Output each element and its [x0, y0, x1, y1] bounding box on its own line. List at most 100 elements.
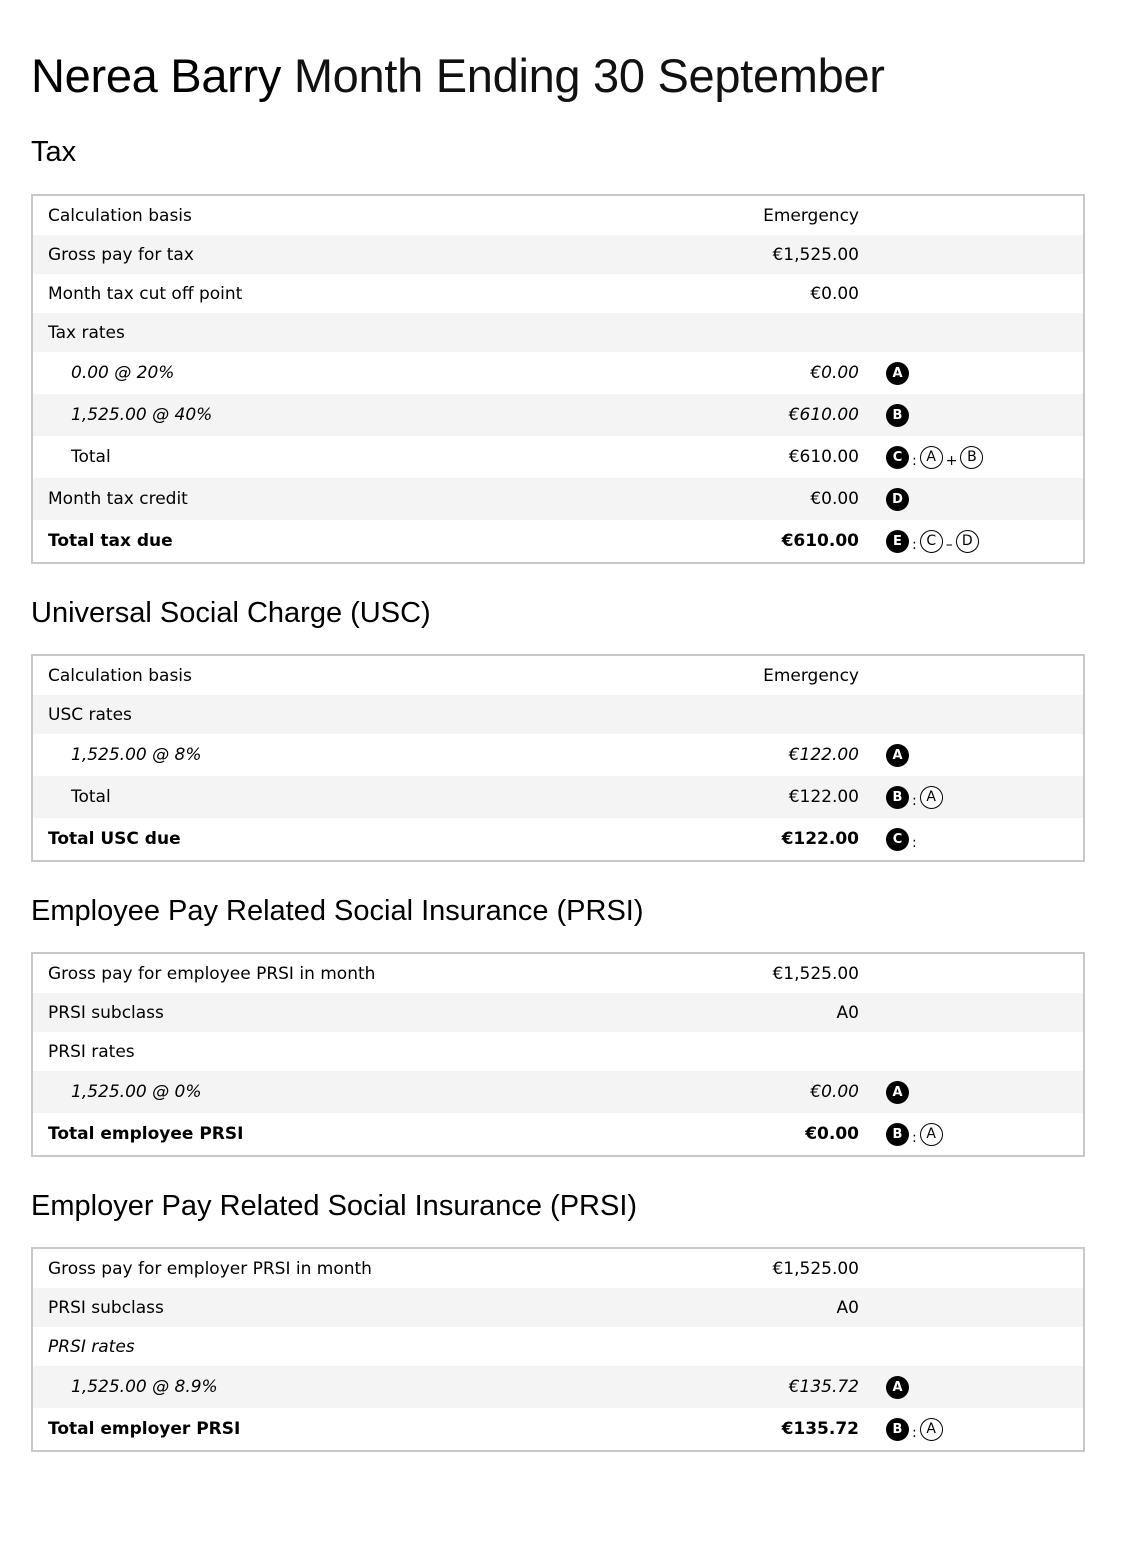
row-label: Total USC due [48, 829, 181, 849]
badge-a-icon: A [886, 1375, 909, 1399]
row-label: PRSI subclass [48, 1297, 164, 1318]
section-title-tax: Tax [31, 136, 77, 168]
employer-prsi-section: Employer Pay Related Social Insurance (P… [31, 1187, 1085, 1452]
row-value: €122.00 [781, 829, 859, 849]
separator: : [912, 537, 917, 553]
employer-prsi-table: Gross pay for employer PRSI in month €1,… [31, 1247, 1085, 1452]
badge-b-icon: B [886, 1417, 909, 1441]
section-title-employee-prsi: Employee Pay Related Social Insurance (P… [31, 895, 644, 927]
tax-section: Tax Calculation basis Emergency Gross pa… [31, 133, 1085, 564]
operator: – [945, 537, 953, 553]
row-value: €610.00 [781, 531, 859, 551]
ref-a-icon: A [919, 445, 943, 469]
row-label: Total employee PRSI [48, 1124, 244, 1144]
row-label: 1,525.00 @ 40% [71, 405, 213, 425]
ref-d-icon: D [955, 529, 979, 553]
badge-b-icon: B [886, 785, 909, 809]
badge-c-icon: C [886, 445, 909, 469]
employee-prsi-section: Employee Pay Related Social Insurance (P… [31, 892, 1085, 1157]
period-label: Month Ending 30 September [293, 49, 885, 102]
tax-table: Calculation basis Emergency Gross pay fo… [31, 194, 1085, 564]
row-marks: C : A + B [886, 445, 984, 469]
row-label: 0.00 @ 20% [71, 363, 175, 383]
row-value: €1,525.00 [772, 244, 859, 265]
row-label: Calculation basis [48, 205, 192, 226]
row-label: Total tax due [48, 531, 173, 551]
row-value: A0 [836, 1002, 859, 1023]
badge-a-icon: A [886, 743, 909, 767]
row-label: PRSI rates [48, 1041, 135, 1062]
row-label: Total [71, 447, 111, 467]
badge-b-icon: B [886, 1122, 909, 1146]
table-row: Calculation basis Emergency [33, 656, 1083, 695]
table-row: PRSI subclass A0 [33, 993, 1083, 1032]
row-value: €0.00 [810, 363, 859, 383]
row-marks: A [886, 1080, 909, 1104]
badge-a-icon: A [886, 361, 909, 385]
row-label: Gross pay for employee PRSI in month [48, 963, 376, 984]
usc-section: Universal Social Charge (USC) Calculatio… [31, 594, 1085, 862]
table-row: Gross pay for tax €1,525.00 [33, 235, 1083, 274]
usc-table: Calculation basis Emergency USC rates 1,… [31, 654, 1085, 862]
table-row: PRSI rates [33, 1032, 1083, 1071]
separator: : [912, 453, 917, 469]
row-label: 1,525.00 @ 8.9% [71, 1377, 218, 1397]
table-row: Calculation basis Emergency [33, 196, 1083, 235]
row-marks: A [886, 361, 909, 385]
row-value: A0 [836, 1297, 859, 1318]
row-marks: D [886, 487, 909, 511]
row-marks: A [886, 743, 909, 767]
row-value: €122.00 [788, 745, 859, 765]
row-label: Total employer PRSI [48, 1419, 241, 1439]
table-row-total: Total tax due €610.00 E : C – D [33, 520, 1083, 562]
row-value: €610.00 [788, 405, 859, 425]
badge-a-icon: A [886, 1080, 909, 1104]
table-row: USC rates [33, 695, 1083, 734]
table-row: 0.00 @ 20% €0.00 A [33, 352, 1083, 394]
separator: : [912, 793, 917, 809]
table-row: PRSI rates [33, 1327, 1083, 1366]
badge-e-icon: E [886, 529, 909, 553]
row-marks: C : [886, 827, 920, 851]
table-row-total: Total employer PRSI €135.72 B : A [33, 1408, 1083, 1450]
row-value: €135.72 [781, 1419, 859, 1439]
row-value: €0.00 [810, 1082, 859, 1102]
row-value: €0.00 [805, 1124, 859, 1144]
row-marks: B [886, 403, 909, 427]
row-label: Month tax cut off point [48, 283, 243, 304]
row-marks: A [886, 1375, 909, 1399]
badge-b-icon: B [886, 403, 909, 427]
ref-a-icon: A [919, 1417, 943, 1441]
row-label: USC rates [48, 704, 132, 725]
row-marks: B : A [886, 1122, 943, 1146]
table-row: PRSI subclass A0 [33, 1288, 1083, 1327]
separator: : [912, 1425, 917, 1441]
table-row: Month tax cut off point €0.00 [33, 274, 1083, 313]
row-value: €122.00 [788, 787, 859, 807]
separator: : [912, 835, 917, 851]
row-value: €0.00 [810, 489, 859, 509]
ref-a-icon: A [919, 785, 943, 809]
table-row: Gross pay for employer PRSI in month €1,… [33, 1249, 1083, 1288]
table-row: Month tax credit €0.00 D [33, 478, 1083, 520]
row-value: €610.00 [788, 447, 859, 467]
table-row: 1,525.00 @ 0% €0.00 A [33, 1071, 1083, 1113]
section-title-usc: Universal Social Charge (USC) [31, 597, 431, 629]
table-row: 1,525.00 @ 8.9% €135.72 A [33, 1366, 1083, 1408]
badge-d-icon: D [886, 487, 909, 511]
row-marks: E : C – D [886, 529, 979, 553]
table-row: 1,525.00 @ 40% €610.00 B [33, 394, 1083, 436]
operator: + [945, 453, 958, 469]
row-label: PRSI subclass [48, 1002, 164, 1023]
section-title-employer-prsi: Employer Pay Related Social Insurance (P… [31, 1190, 638, 1222]
separator: : [912, 1130, 917, 1146]
ref-b-icon: B [960, 445, 984, 469]
row-label: Calculation basis [48, 665, 192, 686]
ref-c-icon: C [919, 529, 943, 553]
row-value: €1,525.00 [772, 1258, 859, 1279]
row-label: Gross pay for employer PRSI in month [48, 1258, 372, 1279]
row-marks: B : A [886, 785, 943, 809]
table-row: Total €122.00 B : A [33, 776, 1083, 818]
table-row: 1,525.00 @ 8% €122.00 A [33, 734, 1083, 776]
row-label: PRSI rates [48, 1336, 135, 1357]
